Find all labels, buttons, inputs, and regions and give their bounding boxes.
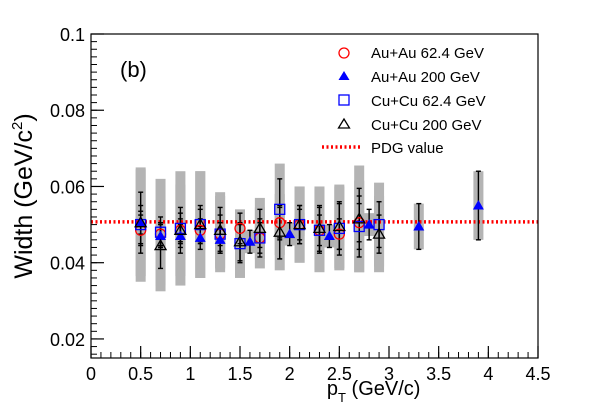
legend-label-2: Cu+Cu 62.4 GeV	[371, 93, 486, 110]
legend: Au+Au 62.4 GeV Au+Au 200 GeV Cu+Cu 62.4 …	[322, 45, 486, 157]
data-point-open-triangle	[213, 223, 227, 235]
data-point-open-triangle	[173, 223, 188, 235]
data-point-open-square	[174, 222, 187, 235]
data-point-open-triangle	[134, 215, 148, 228]
data-point-open-triangle	[372, 227, 386, 239]
legend-marker-open-triangle	[337, 117, 351, 129]
y-tick-label: 0.02	[50, 330, 85, 350]
data-point-open-triangle	[153, 238, 168, 251]
legend-marker-3	[337, 117, 351, 129]
y-tick-label: 0.08	[50, 101, 85, 121]
data-point-open-circle	[234, 222, 246, 235]
x-axis-ticks: 0 0.5 1 1.5 2 2.5 3 3.5 4 4.5	[86, 346, 551, 384]
x-axis-label-subscript: T	[338, 390, 346, 405]
y-axis-label-rest: )	[10, 113, 38, 121]
data-point-open-square	[274, 203, 286, 215]
y-axis-ticks: 0.02 0.04 0.06 0.08 0.1	[50, 25, 104, 355]
data-point-open-circle	[333, 228, 345, 240]
legend-marker-2	[338, 94, 350, 106]
x-tick-label: 4.5	[525, 364, 550, 384]
y-axis-label-main: Width (GeV/c	[10, 130, 38, 279]
data-point-open-triangle	[332, 219, 346, 232]
panel-label: (b)	[120, 57, 147, 82]
x-tick-label: 3	[384, 364, 394, 384]
y-axis-label-superscript: 2	[9, 122, 26, 130]
y-tick-label: 0.04	[50, 254, 85, 274]
x-tick-label: 0.5	[128, 364, 153, 384]
data-point-filled-triangle	[363, 219, 375, 229]
data-point-filled-triangle	[284, 228, 296, 239]
x-tick-label: 4	[483, 364, 493, 384]
x-axis-label-main: p	[327, 378, 338, 400]
plot-frame	[90, 33, 539, 359]
data-point-open-square	[154, 226, 167, 238]
data-point-filled-triangle	[244, 236, 256, 246]
legend-marker-1	[338, 71, 350, 80]
data-point-open-triangle	[233, 234, 247, 247]
data-point-filled-triangle	[135, 217, 147, 227]
x-tick-label: 0	[86, 364, 96, 384]
data-point-filled-triangle	[174, 230, 186, 241]
x-tick-label: 1.5	[227, 364, 252, 384]
y-tick-label: 0.06	[50, 177, 85, 197]
data-point-open-triangle	[273, 225, 287, 237]
axes	[90, 33, 539, 359]
data-point-open-square	[353, 220, 365, 233]
legend-label-4: PDG value	[371, 140, 444, 157]
data-point-open-triangle	[312, 221, 327, 234]
marker-layer	[134, 200, 484, 251]
data-point-open-triangle	[193, 217, 207, 230]
data-point-open-triangle	[292, 217, 307, 230]
x-tick-label: 2	[285, 364, 295, 384]
legend-marker-open-circle	[338, 47, 350, 59]
x-tick-label: 3.5	[426, 364, 451, 384]
y-tick-label: 0.1	[60, 25, 85, 45]
legend-label-1: Au+Au 200 GeV	[371, 69, 480, 86]
legend-marker-filled-triangle	[338, 71, 350, 80]
data-point-filled-triangle	[194, 232, 206, 242]
y-axis-label: Width (GeV/c2)	[9, 113, 38, 278]
data-point-filled-triangle	[472, 200, 484, 210]
data-point-filled-triangle	[413, 220, 425, 231]
legend-label-0: Au+Au 62.4 GeV	[371, 45, 484, 62]
legend-marker-open-square	[338, 94, 350, 106]
x-tick-label: 2.5	[327, 364, 352, 384]
x-tick-label: 1	[185, 364, 195, 384]
data-point-open-triangle	[352, 212, 366, 224]
data-point-filled-triangle	[323, 230, 335, 241]
data-point-open-triangle	[253, 221, 267, 234]
x-axis-label-rest: (GeV/c)	[346, 378, 420, 400]
svg-text:Width (GeV/c2): Width (GeV/c2)	[9, 113, 38, 278]
legend-label-3: Cu+Cu 200 GeV	[371, 117, 482, 134]
legend-marker-0	[338, 47, 350, 59]
